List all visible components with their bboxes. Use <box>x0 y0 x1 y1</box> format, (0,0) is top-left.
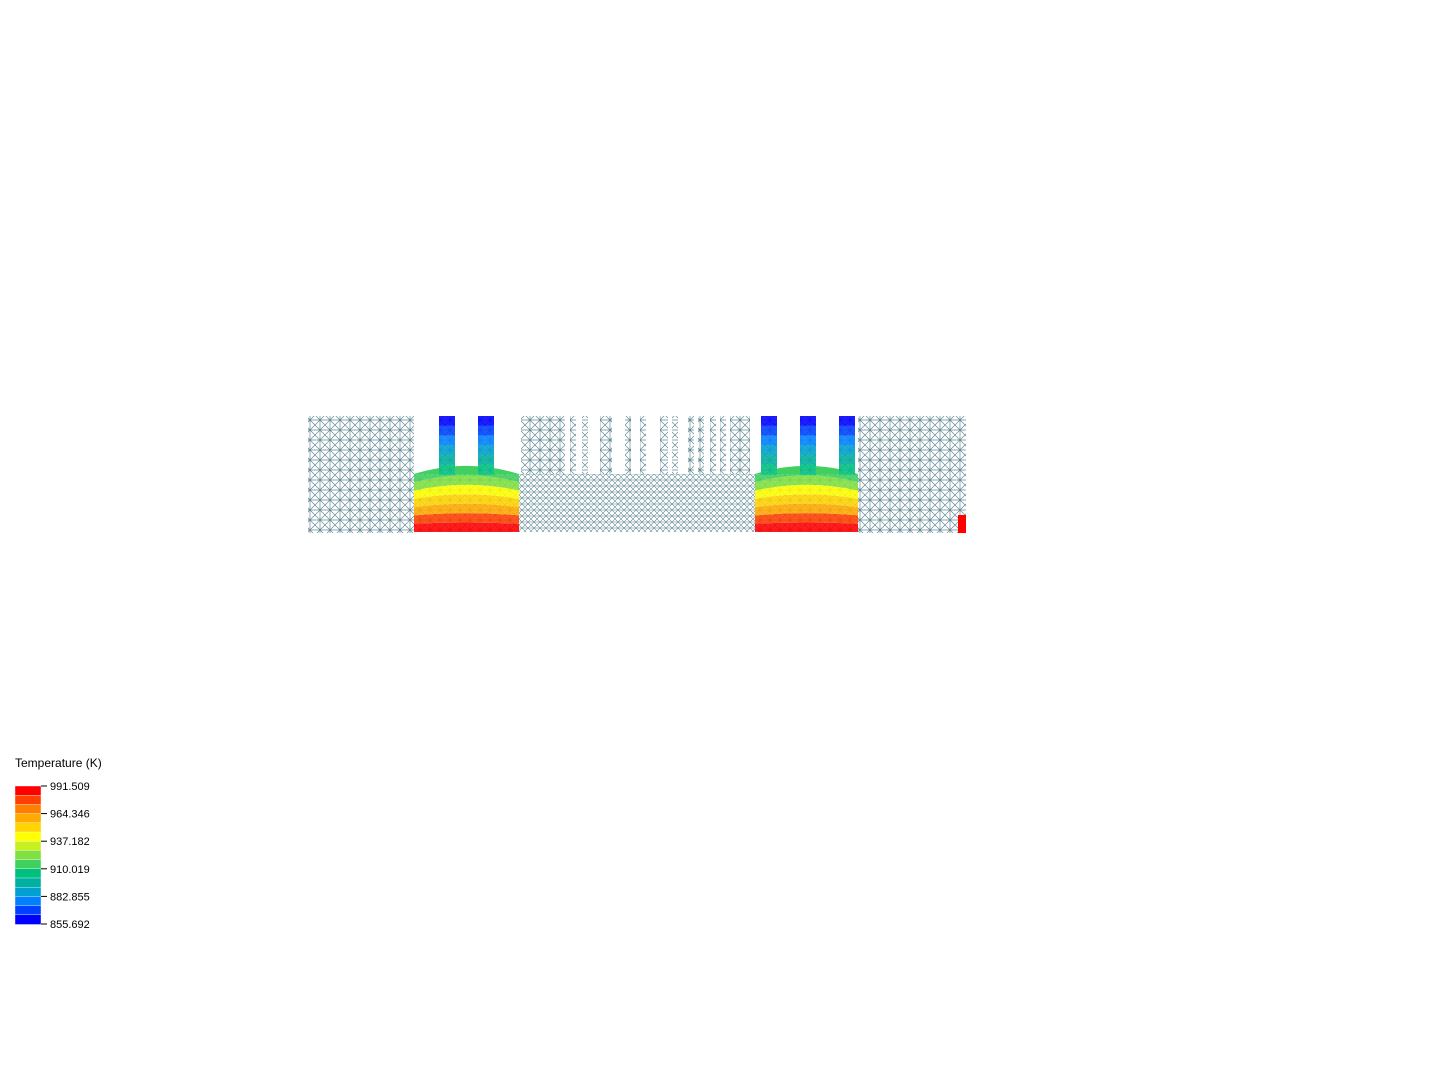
mesh-block-0 <box>308 416 414 533</box>
legend-label-0: 991.509 <box>50 781 90 793</box>
cold-fin-2 <box>761 416 777 475</box>
mesh-fin-col-6 <box>710 416 716 474</box>
mesh-fin-col-4 <box>660 416 668 474</box>
legend-label-1: 964.346 <box>50 809 90 821</box>
legend-seg-2 <box>15 804 41 814</box>
legend-label-5: 855.692 <box>50 919 90 931</box>
heated-slab-1 <box>755 466 858 532</box>
legend-seg-9 <box>15 869 41 879</box>
mesh-fin-col-5 <box>688 416 694 474</box>
mesh-fin-col-2 <box>600 416 612 474</box>
mesh-fin-col-1 <box>570 416 576 474</box>
legend-seg-13 <box>15 906 41 916</box>
mesh-fin-col-8 <box>582 416 588 474</box>
legend-title: Temperature (K) <box>15 756 102 770</box>
legend-seg-7 <box>15 850 41 860</box>
mesh-fin-col-12 <box>720 416 726 474</box>
mesh-fin-col-9 <box>640 416 646 474</box>
cold-fin-0 <box>439 416 455 475</box>
mesh-fin-col-3 <box>625 416 631 474</box>
mesh-block-1 <box>858 416 966 533</box>
cold-fin-4 <box>839 416 855 475</box>
legend-seg-14 <box>15 915 41 925</box>
legend-seg-1 <box>15 795 41 805</box>
mesh-fin-col-7 <box>730 416 750 474</box>
legend-seg-10 <box>15 878 41 888</box>
legend-seg-8 <box>15 860 41 870</box>
legend-label-2: 937.182 <box>50 836 90 848</box>
legend-label-3: 910.019 <box>50 864 90 876</box>
edge-hot-sliver <box>958 515 966 533</box>
mesh-fin-col-10 <box>672 416 678 474</box>
cold-fin-3 <box>800 416 816 475</box>
legend-seg-5 <box>15 832 41 842</box>
legend-seg-11 <box>15 887 41 897</box>
mesh-center <box>519 474 755 532</box>
legend-seg-12 <box>15 896 41 906</box>
legend-label-4: 882.855 <box>50 891 90 903</box>
simulation-plot <box>308 416 966 533</box>
cold-fin-1 <box>478 416 494 475</box>
heated-slab-0 <box>414 466 519 532</box>
legend-seg-3 <box>15 814 41 824</box>
canvas-bg <box>0 0 1440 1080</box>
legend-seg-0 <box>15 786 41 796</box>
mesh-fin-col-0 <box>521 416 565 474</box>
legend-seg-4 <box>15 823 41 833</box>
mesh-fin-col-11 <box>698 416 704 474</box>
legend-seg-6 <box>15 841 41 851</box>
